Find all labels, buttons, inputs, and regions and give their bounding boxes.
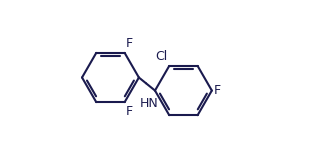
Text: F: F (126, 37, 133, 50)
Text: F: F (213, 84, 220, 97)
Text: Cl: Cl (155, 50, 168, 63)
Text: F: F (126, 105, 133, 118)
Text: HN: HN (139, 97, 158, 111)
